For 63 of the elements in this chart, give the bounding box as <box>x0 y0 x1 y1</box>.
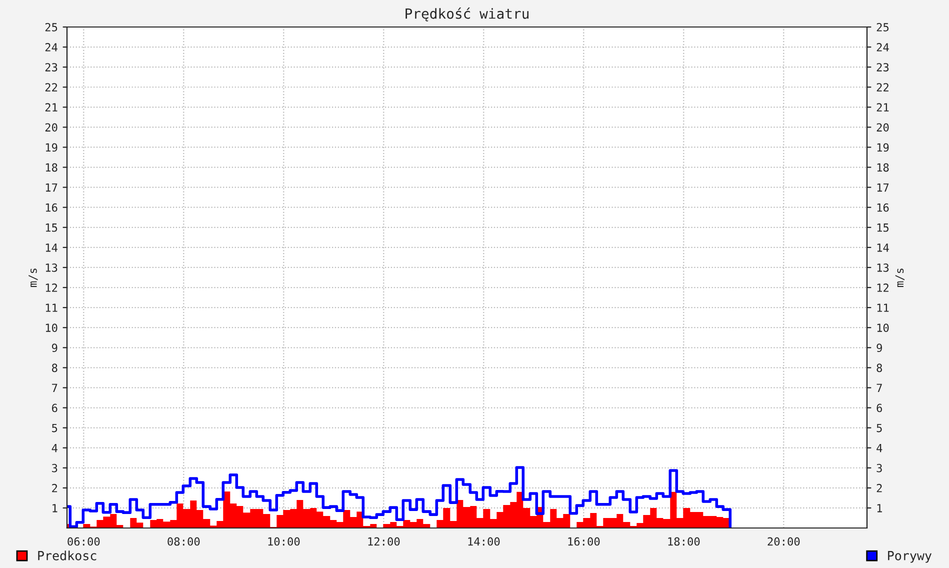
y2-tick-label: 22 <box>876 83 888 92</box>
y-tick-label: 7 <box>52 384 58 392</box>
y2-tick-label: 19 <box>877 143 889 152</box>
x-tick-label: 06:00 <box>68 537 100 546</box>
y-axis-title: m/s <box>28 268 38 287</box>
y2-tick-label: 8 <box>876 364 882 372</box>
y-tick-label: 13 <box>46 263 58 272</box>
y2-tick-label: 17 <box>877 183 889 192</box>
x-tick-label: 08:00 <box>168 537 200 546</box>
y2-tick-label: 10 <box>877 324 889 332</box>
y2-tick-label: 12 <box>877 284 888 292</box>
x-tick-label: 12:00 <box>368 537 400 546</box>
y2-tick-label: 9 <box>876 344 882 352</box>
y-tick-label: 20 <box>45 123 58 132</box>
y-tick-label: 14 <box>46 244 58 252</box>
y2-tick-label: 6 <box>876 404 882 412</box>
y2-tick-label: 11 <box>877 304 889 312</box>
y-tick-label: 18 <box>46 163 58 172</box>
y-tick-label: 11 <box>46 304 58 312</box>
y2-tick-label: 5 <box>876 424 882 432</box>
y2-tick-label: 20 <box>876 123 889 132</box>
y-tick-label: 23 <box>45 63 58 72</box>
y2-tick-label: 1 <box>877 504 882 512</box>
y2-tick-label: 25 <box>876 23 889 32</box>
y-tick-label: 17 <box>46 183 58 192</box>
y-tick-label: 19 <box>46 143 58 152</box>
x-tick-label: 20:00 <box>768 537 800 546</box>
y2-tick-label: 23 <box>876 63 889 72</box>
x-tick-label: 18:00 <box>668 537 700 546</box>
x-tick-label: 14:00 <box>468 537 500 546</box>
y2-tick-label: 7 <box>876 384 882 392</box>
y2-tick-label: 13 <box>877 263 889 272</box>
y-tick-label: 22 <box>45 83 58 92</box>
legend-label: Predkosc <box>38 550 96 560</box>
y2-tick-label: 16 <box>877 203 889 212</box>
y2-tick-label: 2 <box>876 484 882 492</box>
y-tick-label: 6 <box>52 404 58 412</box>
y-tick-label: 9 <box>52 344 58 352</box>
x-tick-label: 10:00 <box>268 537 300 546</box>
y-tick-label: 4 <box>52 444 58 452</box>
chart-title: Prędkość wiatru <box>406 8 528 22</box>
y-tick-label: 8 <box>52 364 58 372</box>
y-tick-label: 24 <box>45 43 58 52</box>
x-tick-label: 16:00 <box>568 537 600 546</box>
y-tick-label: 10 <box>46 324 58 332</box>
y-tick-label: 3 <box>52 464 58 472</box>
y2-tick-label: 24 <box>876 43 889 52</box>
y-tick-label: 21 <box>45 103 58 112</box>
y2-tick-label: 21 <box>876 103 889 112</box>
y-tick-label: 1 <box>52 504 58 512</box>
y2-axis-title: m/s <box>895 268 904 287</box>
y2-tick-label: 14 <box>877 244 889 252</box>
y2-tick-label: 15 <box>877 224 889 232</box>
y2-tick-label: 3 <box>876 464 882 472</box>
y2-tick-label: 4 <box>876 444 882 452</box>
y-tick-label: 16 <box>46 203 58 212</box>
y2-tick-label: 18 <box>877 163 889 172</box>
y-tick-label: 15 <box>46 224 58 232</box>
y-tick-label: 5 <box>52 424 58 432</box>
y-tick-label: 12 <box>46 284 58 292</box>
y-tick-label: 25 <box>45 23 58 32</box>
legend-label: Porywy <box>888 551 932 563</box>
y-tick-label: 2 <box>52 484 58 492</box>
